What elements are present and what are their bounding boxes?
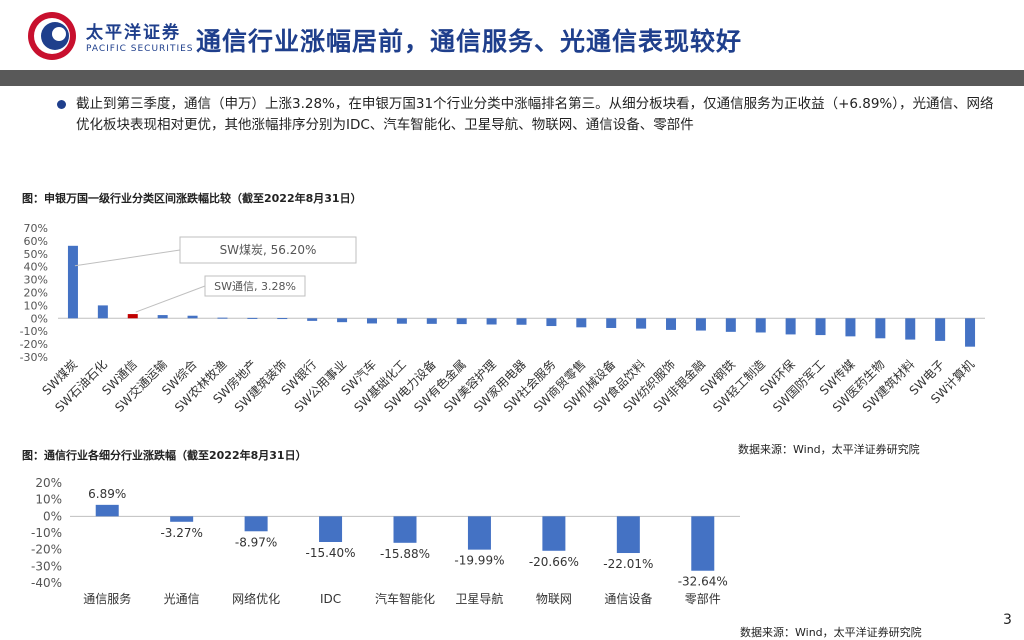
bar	[337, 318, 348, 323]
bar	[691, 516, 715, 571]
y-tick-label: 10%	[24, 299, 48, 312]
data-label: -20.66%	[529, 555, 579, 569]
bar	[396, 318, 407, 324]
bar	[725, 318, 736, 332]
bar	[170, 516, 194, 522]
bar	[875, 318, 886, 339]
bar	[546, 318, 557, 327]
bar	[244, 516, 268, 532]
callout-leader-line	[135, 285, 206, 313]
data-label: -22.01%	[603, 557, 653, 571]
category-label: IDC	[320, 592, 341, 606]
chart1-caption: 图：申银万国一级行业分类区间涨跌幅比较（截至2022年8月31日）	[22, 192, 362, 205]
logo-name-en: PACIFIC SECURITIES	[86, 44, 194, 54]
page-title: 通信行业涨幅居前，通信服务、光通信表现较好	[196, 27, 743, 56]
bar	[636, 318, 647, 329]
y-tick-label: -10%	[31, 526, 62, 540]
y-tick-label: -20%	[31, 543, 62, 557]
bar	[366, 318, 377, 324]
page-number: 3	[1003, 612, 1012, 628]
bar	[755, 318, 766, 333]
subsector-return-chart: 20% 10% 0% -10% -20% -30% -40% 6.89% -3.27% -8.9…	[31, 476, 740, 606]
bar	[516, 318, 527, 325]
intro-paragraph: 截止到第三季度，通信（申万）上涨3.28%，在申银万国31个行业分类中涨幅排名第…	[76, 96, 994, 133]
header-divider-bar	[0, 70, 1024, 86]
callout-leader-line	[74, 249, 181, 267]
chart2-caption: 图：通信行业各细分行业涨跌幅（截至2022年8月31日）	[22, 449, 307, 462]
bar	[247, 317, 258, 319]
bar	[393, 516, 417, 543]
logo-name-cn: 太平洋证券	[86, 23, 181, 43]
category-label: 光通信	[164, 592, 200, 606]
y-tick-label: -40%	[31, 576, 62, 590]
chart1-source: 数据来源：Wind，太平洋证券研究院	[738, 443, 920, 456]
bullet-icon	[57, 100, 66, 109]
y-tick-label: 70%	[24, 222, 48, 235]
bar	[486, 318, 497, 325]
category-label: 物联网	[536, 592, 572, 606]
y-tick-label: -20%	[20, 338, 48, 351]
bar	[845, 318, 856, 337]
bar	[606, 318, 617, 328]
bar	[127, 314, 138, 319]
y-tick-label: -10%	[20, 325, 48, 338]
y-tick-label: 20%	[35, 476, 62, 490]
bar	[815, 318, 826, 336]
bar	[785, 318, 796, 335]
bar	[576, 318, 587, 328]
bar	[319, 516, 343, 542]
callout-label: SW煤炭, 56.20%	[220, 243, 317, 257]
bar	[95, 504, 119, 517]
category-label: 零部件	[685, 591, 721, 606]
data-label: -19.99%	[454, 554, 504, 568]
industry-return-chart: 70%60%50%40%30%20%10%0%-10%-20%-30% SW煤炭…	[20, 222, 985, 415]
y-tick-label: 50%	[24, 248, 48, 261]
bar	[905, 318, 916, 340]
bar	[187, 315, 198, 319]
y-tick-label: 0%	[43, 509, 62, 523]
y-tick-label: 30%	[24, 274, 48, 287]
y-tick-label: -30%	[20, 351, 48, 364]
bar	[467, 516, 491, 550]
y-tick-label: 0%	[31, 312, 48, 325]
bar	[97, 305, 108, 319]
callout-box	[179, 236, 357, 264]
company-logo: 太平洋证券 PACIFIC SECURITIES	[20, 6, 200, 68]
category-label: 通信服务	[83, 591, 131, 606]
chart2-source: 数据来源：Wind，太平洋证券研究院	[740, 626, 922, 639]
logo-mark-icon	[28, 12, 76, 60]
bar	[456, 318, 467, 325]
data-label: -8.97%	[235, 535, 277, 549]
y-tick-label: 60%	[24, 235, 48, 248]
bar	[965, 318, 976, 347]
data-label: 6.89%	[88, 487, 126, 501]
bar	[542, 516, 566, 551]
data-label: -3.27%	[160, 526, 202, 540]
bar	[217, 317, 228, 319]
category-label: 网络优化	[232, 591, 280, 606]
bar	[695, 318, 706, 331]
y-tick-label: 20%	[24, 287, 48, 300]
bar	[616, 516, 640, 554]
category-label: 汽车智能化	[375, 591, 435, 606]
bar	[67, 245, 78, 319]
y-tick-label: -30%	[31, 559, 62, 573]
bar	[426, 318, 437, 324]
y-tick-label: 40%	[24, 261, 48, 274]
y-tick-label: 10%	[35, 493, 62, 507]
callout-box	[204, 275, 306, 297]
callout-label: SW通信, 3.28%	[214, 280, 296, 293]
bar	[307, 318, 318, 321]
bar	[666, 318, 677, 330]
bar	[277, 318, 288, 320]
category-label: 通信设备	[604, 592, 652, 606]
data-label: -15.40%	[306, 546, 356, 560]
bar	[935, 318, 946, 341]
bar	[157, 315, 168, 319]
data-label: -15.88%	[380, 547, 430, 561]
category-label: 卫星导航	[455, 591, 503, 606]
data-label: -32.64%	[678, 575, 728, 589]
